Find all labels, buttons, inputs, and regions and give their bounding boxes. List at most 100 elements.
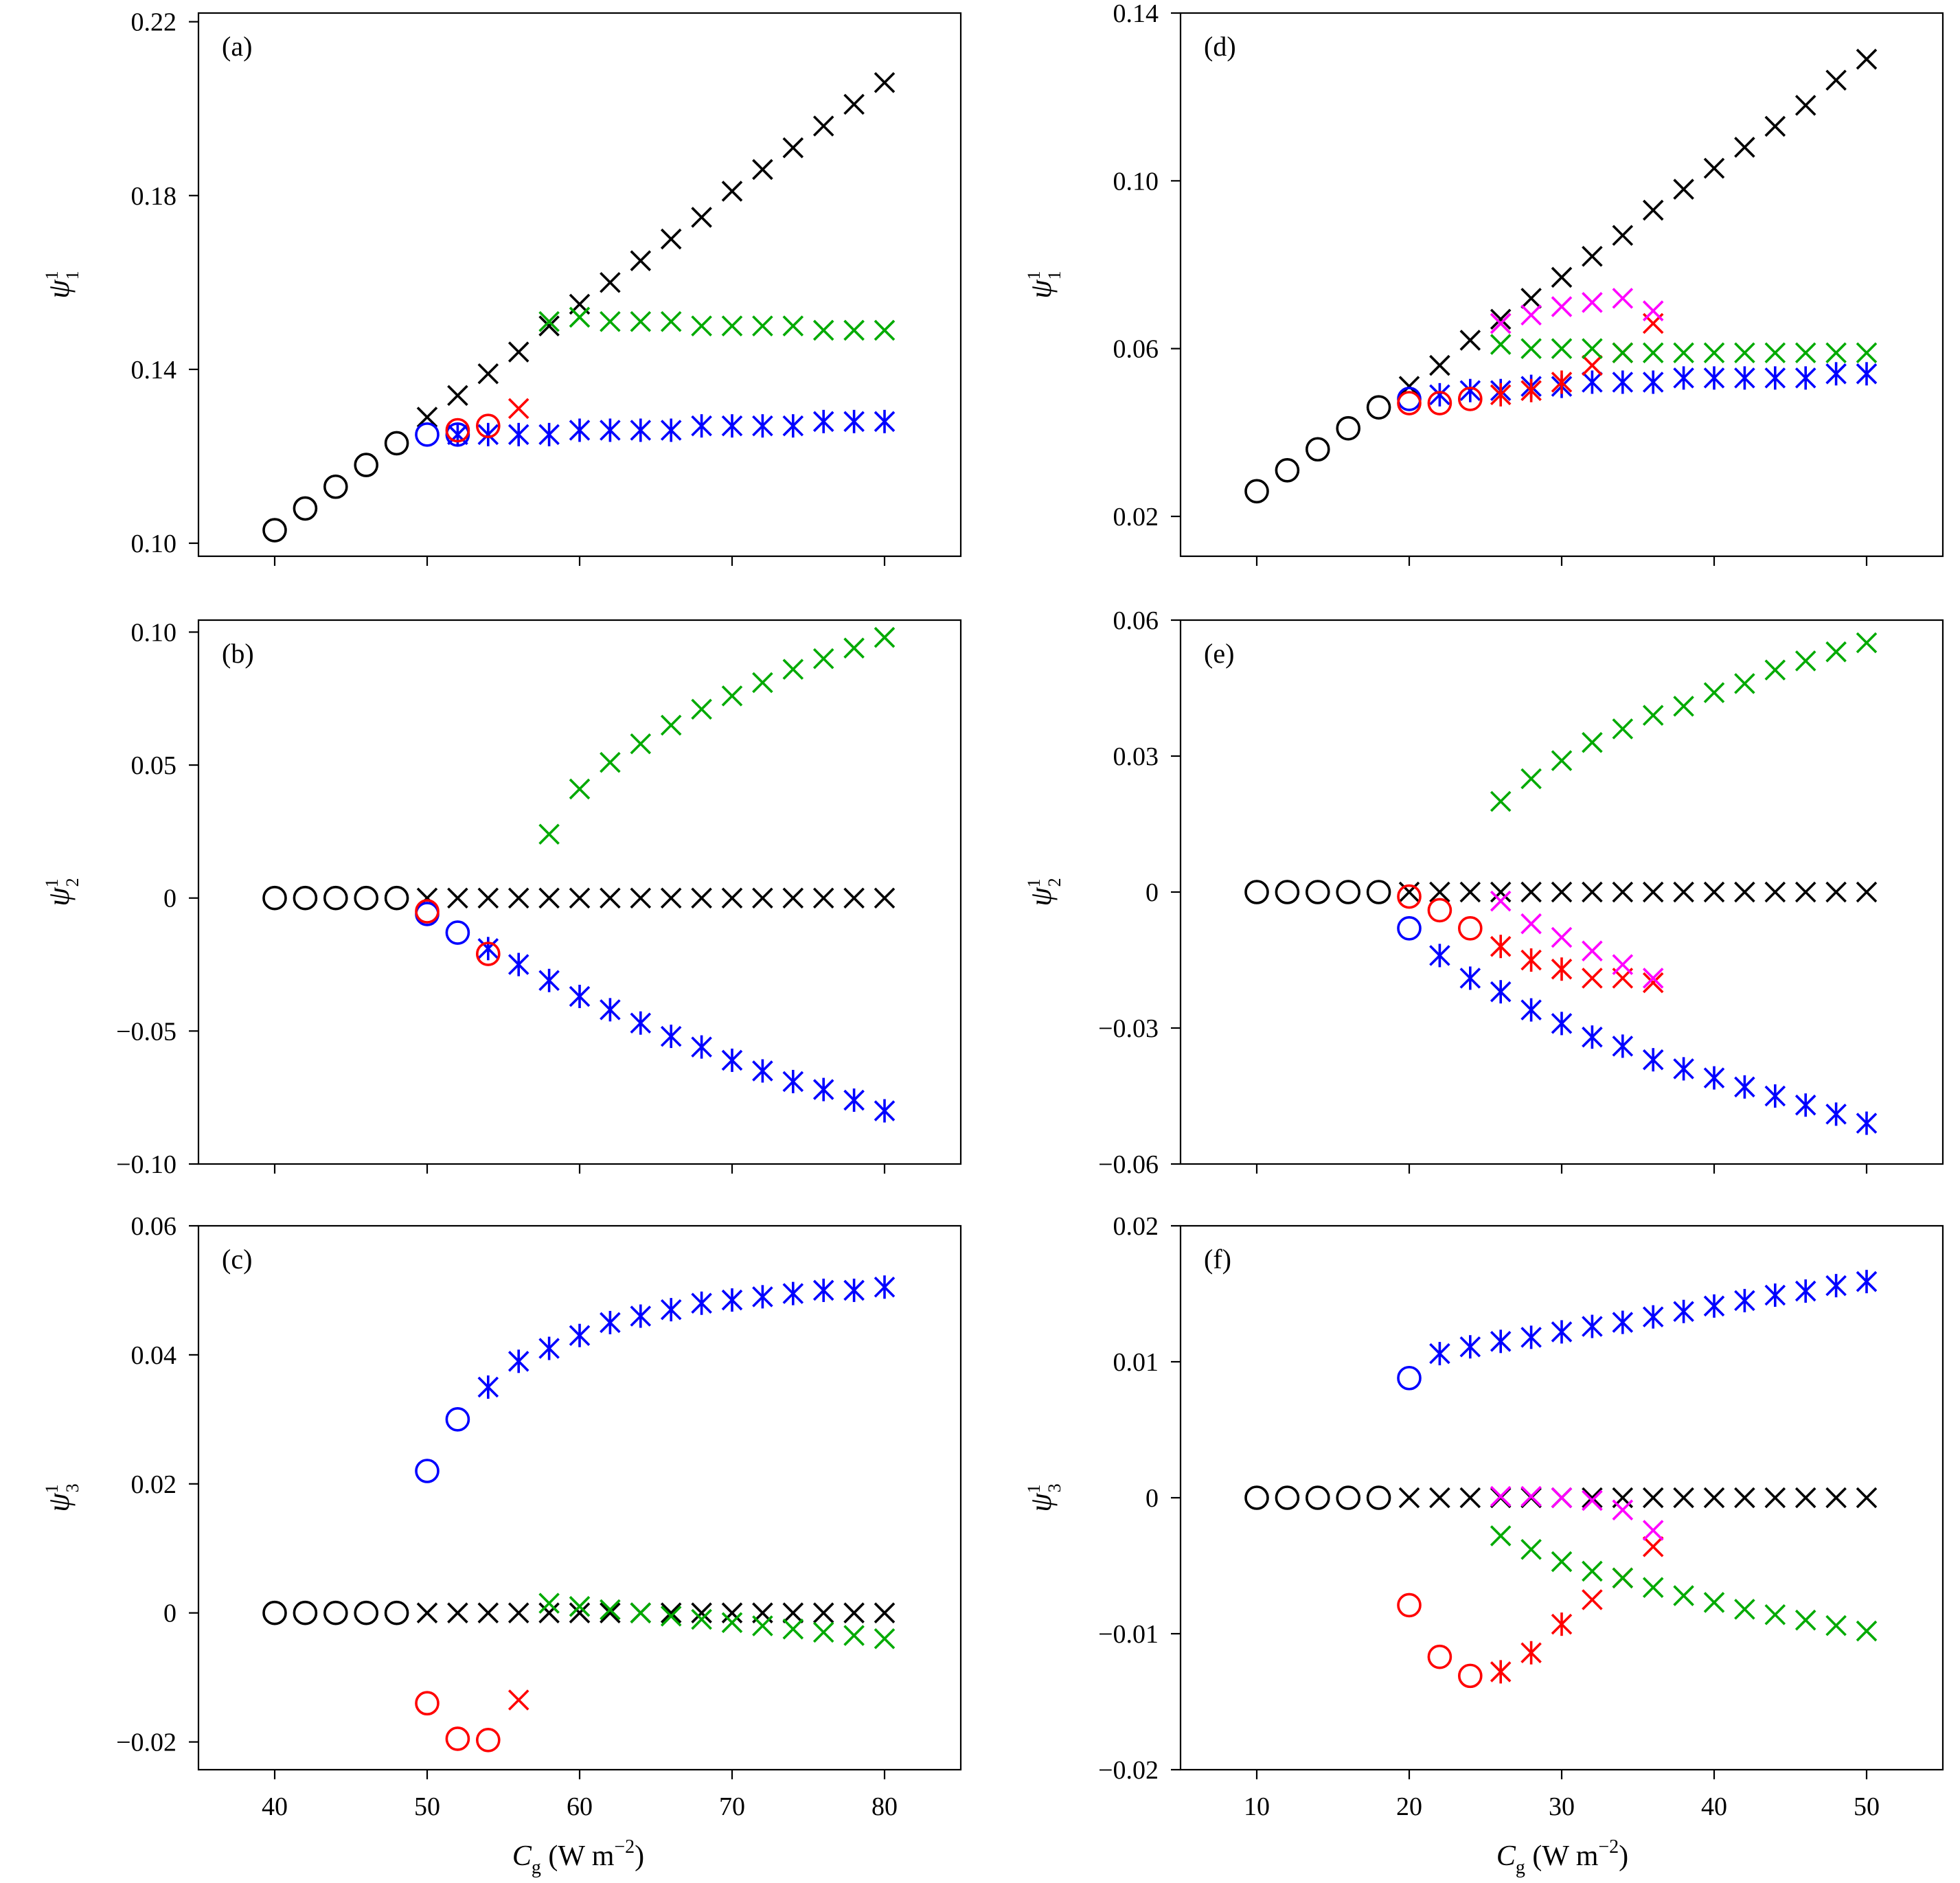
data-point bbox=[1642, 1536, 1664, 1557]
data-point bbox=[1642, 300, 1664, 321]
panel-label: (f) bbox=[1204, 1244, 1231, 1275]
data-point bbox=[1794, 881, 1816, 903]
data-point bbox=[477, 363, 499, 385]
data-point bbox=[447, 385, 468, 407]
panel-e: −0.06 −0.03 0 0.03 0.06 (e) ψ12 bbox=[1024, 606, 1944, 1179]
data-point bbox=[1459, 966, 1481, 990]
y-tick-label: −0.10 bbox=[116, 1150, 176, 1179]
data-point bbox=[1459, 1335, 1481, 1359]
data-point bbox=[691, 698, 712, 720]
data-point bbox=[1582, 245, 1603, 267]
data-point bbox=[782, 315, 804, 336]
data-point bbox=[1764, 1487, 1786, 1509]
y-axis-label: ψ13 bbox=[1024, 1483, 1064, 1511]
data-point bbox=[1551, 1551, 1573, 1573]
data-point bbox=[1397, 1365, 1422, 1391]
data-point bbox=[1429, 1342, 1450, 1366]
data-point bbox=[416, 1602, 438, 1623]
data-point bbox=[569, 306, 591, 328]
data-point bbox=[1490, 1525, 1512, 1547]
data-point bbox=[1856, 362, 1878, 386]
data-point bbox=[1764, 366, 1786, 390]
data-point bbox=[1490, 1329, 1512, 1354]
data-point bbox=[1794, 650, 1816, 672]
data-point bbox=[721, 887, 743, 909]
data-point bbox=[569, 985, 591, 1009]
data-point bbox=[1551, 1012, 1573, 1036]
x-axis-label: Cg (W m−2) bbox=[512, 1836, 644, 1878]
data-point bbox=[262, 1600, 287, 1625]
data-point bbox=[1520, 338, 1542, 359]
data-point bbox=[752, 159, 773, 181]
panel-label: (b) bbox=[222, 638, 254, 669]
data-point bbox=[843, 93, 865, 115]
panel-c: 40 50 60 70 80 −0.02 0 0.02 0.04 0.06 (c) ψ13 Cg (W … bbox=[42, 1212, 962, 1878]
data-point bbox=[508, 952, 529, 977]
data-point bbox=[1734, 342, 1755, 364]
data-point bbox=[874, 887, 896, 909]
data-point bbox=[660, 1602, 682, 1623]
data-point bbox=[293, 885, 318, 911]
data-point bbox=[1582, 731, 1603, 753]
data-point bbox=[1458, 387, 1483, 411]
data-point bbox=[752, 1285, 773, 1309]
data-point bbox=[630, 1011, 652, 1035]
data-point bbox=[843, 1278, 865, 1302]
data-point bbox=[1520, 1641, 1542, 1665]
data-point bbox=[1490, 1485, 1512, 1507]
data-point bbox=[660, 887, 682, 909]
y-tick-label: −0.02 bbox=[116, 1728, 176, 1757]
data-point bbox=[600, 272, 621, 293]
data-point bbox=[538, 422, 560, 446]
data-point bbox=[1336, 880, 1360, 904]
data-point bbox=[475, 413, 501, 438]
y-tick-label: −0.06 bbox=[1098, 1150, 1159, 1179]
y-tick-label: 0.06 bbox=[131, 1212, 177, 1241]
data-point bbox=[508, 422, 529, 446]
data-point bbox=[1366, 880, 1391, 904]
data-point bbox=[1427, 391, 1452, 415]
series-red-x bbox=[508, 398, 529, 420]
data-point bbox=[1336, 1485, 1360, 1510]
data-point bbox=[1612, 288, 1634, 309]
data-point bbox=[812, 1621, 834, 1643]
data-point bbox=[630, 250, 652, 271]
data-point bbox=[1520, 913, 1542, 935]
data-point bbox=[415, 422, 440, 447]
data-point bbox=[1673, 342, 1694, 364]
data-point bbox=[538, 315, 560, 336]
data-point bbox=[812, 1077, 834, 1102]
data-point bbox=[782, 1069, 804, 1093]
data-point bbox=[1734, 137, 1755, 158]
data-point bbox=[1582, 968, 1603, 989]
data-point bbox=[874, 409, 896, 433]
series-red-star bbox=[1490, 370, 1573, 407]
data-point bbox=[691, 1608, 712, 1630]
data-point bbox=[1612, 1310, 1634, 1334]
data-point bbox=[660, 311, 682, 332]
series-black-circle bbox=[1244, 1485, 1391, 1510]
y-tick-label: 0.10 bbox=[1113, 167, 1159, 196]
series-red-circle bbox=[445, 413, 501, 443]
data-point bbox=[1764, 1604, 1786, 1625]
series-red-circle bbox=[415, 1691, 501, 1753]
data-point bbox=[323, 1600, 348, 1625]
data-point bbox=[600, 998, 621, 1022]
data-point bbox=[447, 887, 468, 909]
data-point bbox=[1642, 972, 1664, 994]
data-point bbox=[721, 1288, 743, 1312]
data-point bbox=[691, 315, 712, 336]
data-point bbox=[660, 1606, 682, 1627]
series-black-circle bbox=[262, 1600, 409, 1625]
data-point bbox=[1551, 370, 1573, 394]
data-point bbox=[415, 1459, 440, 1483]
data-point bbox=[1429, 1487, 1450, 1509]
data-point bbox=[660, 1025, 682, 1049]
series-black-x bbox=[416, 71, 896, 428]
data-point bbox=[1703, 881, 1725, 903]
data-point bbox=[1397, 391, 1422, 415]
data-point bbox=[384, 885, 409, 911]
data-point bbox=[843, 1602, 865, 1623]
data-point bbox=[1703, 342, 1725, 364]
data-point bbox=[721, 1048, 743, 1072]
